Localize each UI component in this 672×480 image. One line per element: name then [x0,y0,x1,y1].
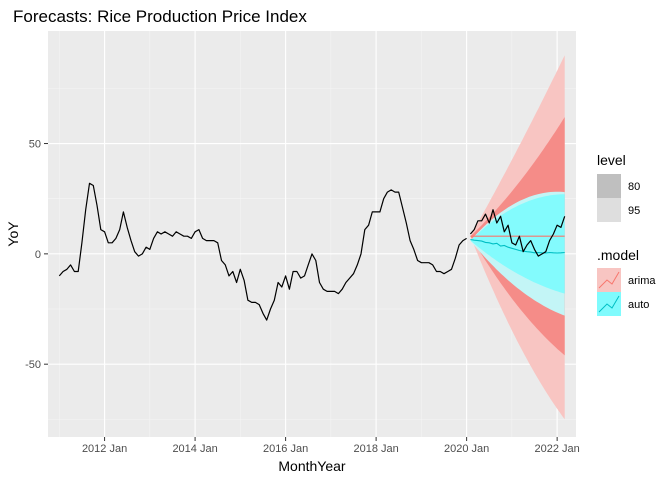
auto-mean-line [470,238,565,254]
legend-model: .model arima auto [597,247,656,316]
chart-title: Forecasts: Rice Production Price Index [13,7,307,26]
y-axis-title: YoY [5,221,21,247]
legend-label-95: 95 [628,205,640,217]
legend-level: level 80 95 [597,152,640,222]
x-tick-label: 2014 Jan [172,443,217,455]
x-tick-label: 2016 Jan [263,443,308,455]
x-tick-label: 2022 Jan [535,443,580,455]
y-tick-label: -50 [25,359,41,371]
legend-label-auto: auto [628,299,649,311]
x-tick-label: 2020 Jan [444,443,489,455]
legend-key-95 [597,198,621,222]
legend-level-title: level [597,152,626,168]
x-tick-label: 2012 Jan [82,443,127,455]
x-axis: 2012 Jan 2014 Jan 2016 Jan 2018 Jan 2020 Jan… [82,437,580,455]
legend-label-arima: arima [628,275,656,287]
legend-model-title: .model [597,247,639,263]
data-lines [58,182,566,321]
legend-key-arima [597,268,621,292]
legend-key-80 [597,174,621,198]
legend-key-auto [597,292,621,316]
history-line [58,182,467,321]
y-axis: -50 0 50 [25,139,48,371]
legend-key-auto-line [598,295,620,313]
x-axis-title: MonthYear [278,458,346,474]
y-tick-label: 0 [35,249,41,261]
x-tick-label: 2018 Jan [353,443,398,455]
legend-key-arima-line [598,271,620,289]
y-tick-label: 50 [29,139,41,151]
history-line-continued [469,209,566,257]
auto-band-80 [470,194,565,294]
legend-label-80: 80 [628,181,640,193]
